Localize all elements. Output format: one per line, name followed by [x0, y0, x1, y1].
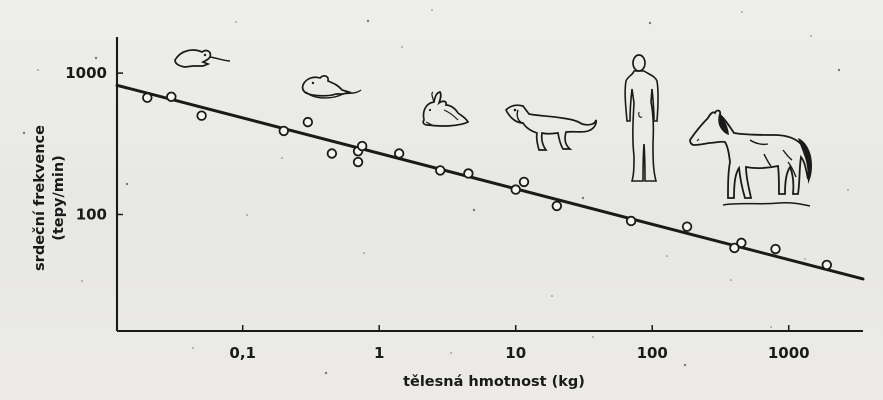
paper-speck	[431, 9, 433, 11]
x-tick-label: 1	[374, 344, 384, 362]
data-point	[625, 215, 637, 227]
data-point	[729, 242, 740, 254]
paper-speck	[592, 336, 594, 338]
mouse-icon	[174, 49, 231, 68]
paper-speck	[37, 69, 39, 71]
paper-speck	[281, 157, 283, 159]
paper-speck	[94, 56, 98, 60]
data-point	[326, 148, 338, 159]
dog-icon	[504, 104, 598, 151]
paper-speck	[648, 21, 652, 25]
x-tick-label: 0,1	[229, 344, 256, 362]
data-point	[770, 243, 781, 255]
y-tick-label: 1000	[65, 64, 107, 82]
paper-speck	[324, 371, 328, 375]
paper-speck	[246, 214, 248, 216]
animal-illustrations	[174, 49, 812, 207]
paper-speck	[450, 352, 452, 354]
paper-speck	[125, 182, 129, 186]
data-point	[821, 259, 832, 271]
paper-speck	[683, 363, 687, 367]
data-point	[302, 116, 314, 128]
paper-speck	[551, 295, 553, 297]
paper-speck	[666, 255, 668, 257]
x-tick-label: 100	[637, 344, 668, 362]
data-point	[278, 125, 289, 137]
paper-speck	[804, 258, 806, 260]
data-point	[435, 165, 446, 176]
data-point	[356, 140, 368, 152]
x-tick-label: 1000	[768, 344, 810, 362]
human-icon	[624, 54, 659, 182]
regression-line	[115, 83, 865, 281]
y-axis-title-line-2: (tepy/min)	[51, 155, 67, 241]
data-point	[681, 221, 693, 232]
x-axis-title: tělesná hmotnost (kg)	[403, 374, 585, 390]
data-point	[736, 237, 747, 249]
paper-speck	[741, 11, 743, 13]
y-tick-label: 100	[76, 205, 107, 223]
data-point	[196, 110, 207, 121]
paper-speck	[401, 46, 403, 48]
data-point	[166, 91, 177, 102]
axes	[115, 37, 863, 333]
paper-speck	[847, 189, 849, 191]
x-tick-label: 10	[505, 344, 526, 362]
paper-speck	[810, 35, 812, 37]
data-points	[142, 91, 832, 271]
paper-speck	[235, 21, 237, 23]
paper-speck	[472, 208, 476, 212]
paper-speck	[22, 131, 26, 135]
data-point	[463, 168, 474, 179]
data-point	[352, 156, 364, 168]
paper-speck	[581, 196, 585, 200]
paper-speck	[43, 245, 45, 247]
paper-speck	[730, 279, 732, 281]
data-point	[393, 148, 405, 159]
rabbit-icon	[422, 91, 470, 127]
data-point	[142, 92, 153, 103]
paper-speck	[366, 19, 370, 23]
data-point	[518, 176, 530, 188]
rat-icon	[301, 75, 362, 99]
paper-speck	[363, 252, 365, 254]
paper-speck	[837, 68, 841, 72]
tick-labels: 0,1 1 10 100 1000 100 1000	[65, 64, 809, 362]
paper-texture	[22, 9, 849, 375]
paper-speck	[192, 347, 194, 349]
horse-icon	[689, 109, 812, 207]
data-point	[510, 184, 521, 195]
paper-speck	[81, 280, 83, 282]
data-point	[551, 200, 563, 212]
y-axis-title-line-1: srdeční frekvence	[32, 125, 48, 271]
paper-speck	[770, 326, 772, 328]
fit-line-group	[115, 83, 865, 281]
